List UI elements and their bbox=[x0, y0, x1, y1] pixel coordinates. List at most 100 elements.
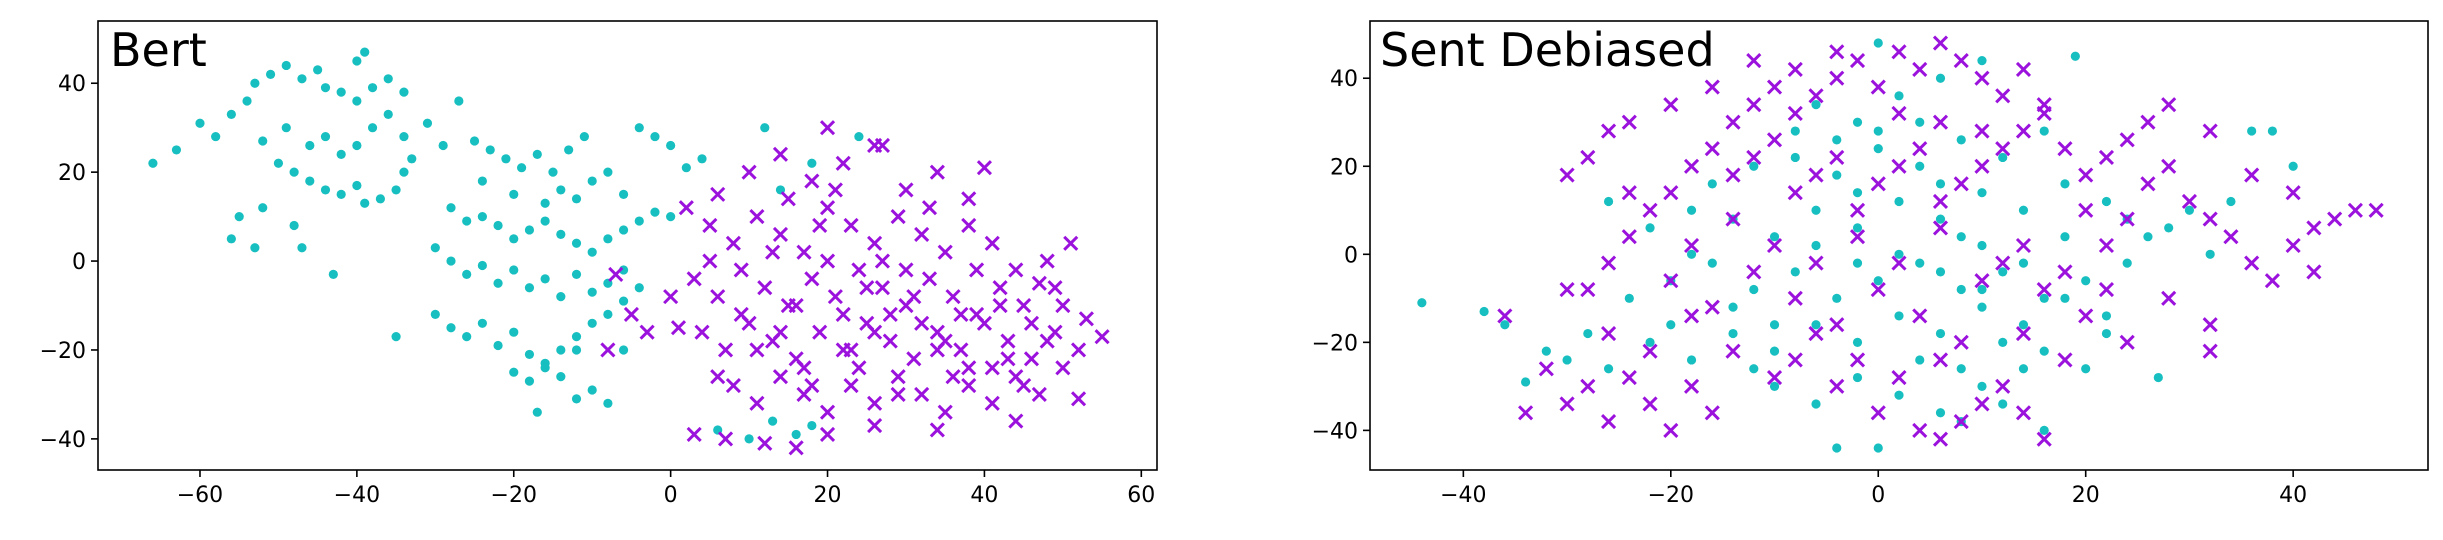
data-point-dot bbox=[2018, 364, 2029, 374]
data-point-cross bbox=[992, 280, 1008, 296]
data-point-cross bbox=[1008, 262, 1024, 278]
data-point-dot bbox=[571, 194, 582, 204]
data-point-cross bbox=[945, 289, 961, 305]
data-point-dot bbox=[1790, 126, 1800, 136]
data-point-dot bbox=[297, 74, 307, 84]
data-point-cross bbox=[1787, 290, 1803, 306]
data-point-cross bbox=[1683, 158, 1700, 174]
y-tick-label: 40 bbox=[1330, 67, 1358, 92]
data-point-dot bbox=[1894, 196, 1904, 207]
data-point-dot bbox=[1769, 232, 1780, 242]
data-point-dot bbox=[281, 123, 291, 133]
data-point-cross bbox=[2161, 97, 2177, 113]
data-point-cross bbox=[1621, 114, 1637, 130]
data-point-dot bbox=[1956, 232, 1966, 242]
data-point-dot bbox=[462, 332, 472, 342]
data-point-cross bbox=[1829, 70, 1845, 86]
data-point-cross bbox=[1642, 202, 1658, 218]
y-tick-label: 0 bbox=[1344, 243, 1358, 268]
data-point-cross bbox=[1016, 377, 1032, 394]
panel-title: Sent Debiased bbox=[1380, 23, 1715, 77]
data-point-dot bbox=[579, 131, 589, 142]
data-point-cross bbox=[2202, 317, 2218, 333]
data-point-cross bbox=[819, 253, 836, 269]
data-point-dot bbox=[1645, 337, 1655, 347]
data-point-cross bbox=[694, 324, 710, 340]
data-point-dot bbox=[1562, 355, 1572, 365]
data-point-dot bbox=[1749, 284, 1759, 295]
data-point-dot bbox=[2018, 205, 2029, 215]
data-point-dot bbox=[477, 212, 487, 222]
x-tick-label: 60 bbox=[1127, 483, 1155, 508]
data-point-cross bbox=[796, 244, 812, 260]
data-point-dot bbox=[1686, 249, 1697, 259]
data-point-dot bbox=[258, 203, 268, 213]
x-tick-label: −60 bbox=[177, 483, 223, 508]
data-point-dot bbox=[1977, 381, 1987, 391]
data-point-dot bbox=[2081, 276, 2091, 286]
data-point-cross bbox=[1808, 88, 1824, 104]
data-point-cross bbox=[1683, 308, 1700, 324]
data-point-cross bbox=[749, 342, 765, 358]
data-point-dot bbox=[462, 216, 472, 226]
data-point-dot bbox=[509, 327, 519, 337]
data-point-dot bbox=[666, 140, 676, 151]
data-point-dot bbox=[1894, 390, 1904, 400]
data-point-cross bbox=[874, 253, 891, 269]
data-point-cross bbox=[1725, 211, 1741, 227]
data-point-cross bbox=[835, 155, 851, 171]
data-point-dot bbox=[618, 345, 629, 355]
data-point-dot bbox=[587, 318, 597, 328]
data-point-dot bbox=[1686, 355, 1697, 365]
data-point-cross bbox=[1055, 360, 1071, 376]
axes-frame bbox=[1369, 20, 2429, 471]
data-point-dot bbox=[1707, 179, 1717, 189]
data-point-dot bbox=[1977, 302, 1987, 312]
data-point-dot bbox=[1935, 328, 1946, 339]
data-point-cross bbox=[914, 226, 930, 242]
data-point-dot bbox=[305, 176, 315, 186]
data-point-cross bbox=[937, 333, 953, 349]
data-point-dot bbox=[1977, 188, 1987, 198]
data-point-dot bbox=[532, 149, 542, 159]
data-point-dot bbox=[571, 269, 582, 279]
data-point-cross bbox=[2140, 176, 2156, 192]
data-point-cross bbox=[1766, 237, 1783, 254]
data-point-dot bbox=[399, 167, 409, 177]
data-point-dot bbox=[2205, 249, 2215, 259]
data-point-cross bbox=[1000, 333, 1016, 349]
data-point-cross bbox=[827, 182, 843, 198]
data-point-dot bbox=[430, 243, 440, 253]
data-point-dot bbox=[360, 47, 370, 57]
data-point-cross bbox=[1683, 237, 1700, 254]
scatter-marks bbox=[1417, 35, 2384, 453]
data-point-dot bbox=[854, 131, 864, 142]
data-point-dot bbox=[477, 318, 487, 328]
data-point-cross bbox=[1497, 308, 1513, 324]
data-point-dot bbox=[681, 163, 691, 173]
data-point-dot bbox=[1520, 377, 1531, 387]
data-point-dot bbox=[540, 216, 550, 226]
data-point-cross bbox=[1518, 405, 1534, 421]
data-point-cross bbox=[725, 377, 741, 394]
data-point-cross bbox=[890, 369, 906, 385]
data-point-cross bbox=[1580, 378, 1596, 394]
data-point-cross bbox=[702, 253, 718, 269]
data-point-dot bbox=[1603, 364, 1614, 374]
data-point-dot bbox=[454, 96, 464, 106]
data-point-cross bbox=[788, 297, 804, 314]
data-point-dot bbox=[407, 154, 417, 164]
data-point-cross bbox=[600, 342, 616, 358]
data-point-cross bbox=[678, 200, 694, 216]
data-point-dot bbox=[1852, 117, 1863, 127]
data-point-cross bbox=[1642, 396, 1658, 412]
data-point-dot bbox=[281, 60, 291, 71]
data-point-cross bbox=[2078, 167, 2094, 183]
data-point-dot bbox=[760, 123, 770, 133]
data-point-cross bbox=[1932, 352, 1949, 368]
data-point-dot bbox=[234, 212, 244, 222]
data-point-dot bbox=[618, 225, 629, 235]
data-point-cross bbox=[1870, 405, 1886, 421]
data-point-dot bbox=[524, 225, 535, 235]
data-point-dot bbox=[477, 176, 487, 186]
